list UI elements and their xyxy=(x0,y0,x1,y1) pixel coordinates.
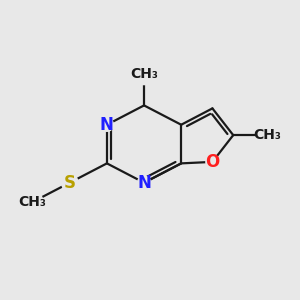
Text: N: N xyxy=(137,174,151,192)
Circle shape xyxy=(61,174,78,191)
Circle shape xyxy=(22,192,43,212)
Text: CH₃: CH₃ xyxy=(130,67,158,81)
Circle shape xyxy=(137,176,151,189)
Text: S: S xyxy=(64,174,76,192)
Text: N: N xyxy=(100,116,114,134)
Circle shape xyxy=(206,155,219,168)
Circle shape xyxy=(134,64,154,85)
Text: CH₃: CH₃ xyxy=(19,195,46,209)
Text: CH₃: CH₃ xyxy=(254,128,281,142)
Text: O: O xyxy=(205,153,220,171)
Circle shape xyxy=(257,125,278,146)
Circle shape xyxy=(100,118,113,131)
